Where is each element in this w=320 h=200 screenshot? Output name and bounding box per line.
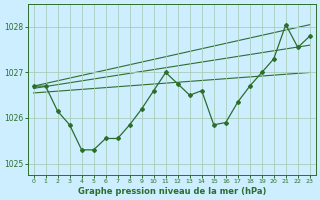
X-axis label: Graphe pression niveau de la mer (hPa): Graphe pression niveau de la mer (hPa) xyxy=(77,187,266,196)
